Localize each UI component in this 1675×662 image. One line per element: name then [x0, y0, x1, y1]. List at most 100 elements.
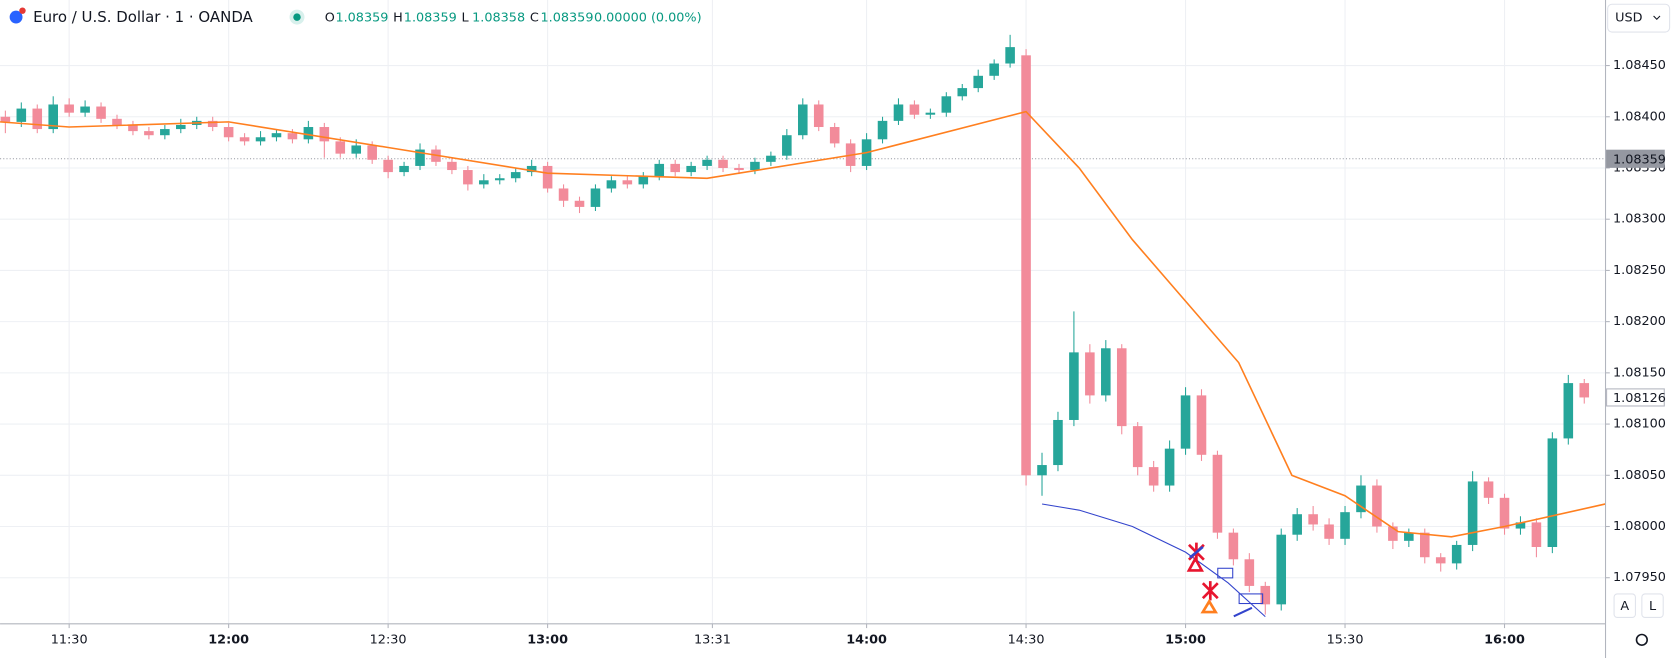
candle-body [415, 149, 425, 166]
auto-label: A [1620, 599, 1629, 614]
ohlc-value: 1.08358 [472, 11, 525, 26]
candle-body [223, 127, 234, 138]
candle-body [750, 161, 760, 171]
candle-body [542, 165, 553, 189]
x-tick-label: 12:30 [370, 632, 407, 647]
candle-body [1547, 438, 1558, 547]
symbol-icon [9, 10, 23, 24]
x-tick-label: 15:30 [1327, 632, 1364, 647]
ohlc-label: O [325, 11, 335, 26]
candle-body [1116, 348, 1127, 427]
candle-body [367, 145, 377, 160]
candle-body [351, 145, 362, 154]
x-tick-label: 13:31 [694, 632, 731, 647]
candle-body [1101, 348, 1111, 396]
candle-body [1085, 352, 1095, 396]
candle-body [64, 104, 74, 113]
x-tick-label: 16:00 [1484, 632, 1525, 647]
candle-body [510, 172, 521, 179]
candle-body [1228, 532, 1239, 560]
ohlc-label: C [530, 11, 539, 26]
y-tick-label: 1.07950 [1613, 570, 1666, 585]
settings-icon[interactable] [1635, 633, 1648, 646]
candle-body [1132, 426, 1143, 468]
candle-body [319, 127, 330, 142]
candle-body [1276, 534, 1287, 605]
candle-body [494, 178, 505, 181]
candle-body [973, 75, 984, 89]
candle-body [813, 104, 824, 128]
x-tick-label: 11:30 [51, 632, 88, 647]
marker [1186, 555, 1204, 572]
candle-body [383, 159, 393, 173]
candle-body [16, 108, 27, 122]
candle-body [160, 129, 170, 136]
candle-body [1005, 47, 1015, 64]
candle-body [1021, 55, 1031, 476]
candle-body [207, 120, 218, 128]
candle-body [112, 118, 122, 125]
candle-body [32, 108, 43, 130]
log-label: L [1649, 599, 1657, 614]
candle-body [574, 200, 585, 207]
y-tick-label: 1.08000 [1613, 519, 1666, 534]
x-tick-label: 14:00 [846, 632, 887, 647]
candle-body [1324, 524, 1334, 539]
candle-body [526, 165, 537, 173]
candle-body [702, 159, 712, 166]
marker [1238, 593, 1264, 605]
auto-button[interactable] [1613, 593, 1636, 618]
candle-body [447, 161, 457, 171]
currency-button[interactable] [1607, 3, 1671, 33]
candle-body [1515, 522, 1526, 529]
candle-body [1244, 559, 1255, 586]
symbol-icon [19, 7, 26, 14]
candle-body [1196, 395, 1207, 455]
candle-body [1308, 514, 1318, 525]
candle-body [1069, 352, 1079, 420]
candle-body [1292, 514, 1302, 535]
x-tick-label: 13:00 [527, 632, 568, 647]
y-tick-label: 1.08450 [1613, 58, 1666, 73]
y-tick-label: 1.08400 [1613, 109, 1666, 124]
candle-body [941, 96, 952, 113]
candle-body [144, 131, 154, 136]
ohlc-label: L [462, 11, 470, 26]
candle-body [1483, 481, 1494, 498]
candle-body [0, 116, 11, 122]
candle-body [1531, 522, 1542, 547]
ema-line [0, 110, 1606, 538]
symbol-title: Euro / U.S. Dollar · 1 · OANDA [33, 8, 253, 26]
candle-body [1435, 557, 1446, 564]
candle-body [399, 165, 409, 173]
candle-body [909, 104, 920, 115]
marker [1201, 581, 1219, 601]
candle-body [893, 104, 904, 121]
candle-body [1212, 454, 1223, 533]
grid [0, 0, 1606, 624]
candle-body [463, 170, 473, 185]
plot [0, 34, 1606, 618]
candle-body [479, 180, 489, 185]
marker [1233, 606, 1253, 618]
change-value: 0.00000 (0.00%) [594, 11, 702, 26]
ohlc-value: 1.08359 [404, 11, 457, 26]
y-tick-label: 1.08100 [1613, 417, 1666, 432]
candle-body [734, 167, 744, 171]
log-button[interactable] [1641, 593, 1664, 618]
candle-body [80, 106, 90, 113]
candle-body [670, 163, 680, 173]
marker [1217, 567, 1234, 579]
candle-body [303, 127, 314, 140]
candle-body [606, 180, 617, 189]
candle-body [590, 188, 601, 207]
candle-body [1164, 448, 1175, 486]
candle-body [1372, 485, 1382, 527]
price-tag [1606, 388, 1665, 407]
candle-body [1340, 512, 1350, 539]
candle-body [1053, 419, 1063, 466]
candle-body [335, 141, 346, 154]
candle-body [782, 135, 792, 156]
candle-body [558, 188, 569, 201]
candle-body [638, 176, 649, 185]
